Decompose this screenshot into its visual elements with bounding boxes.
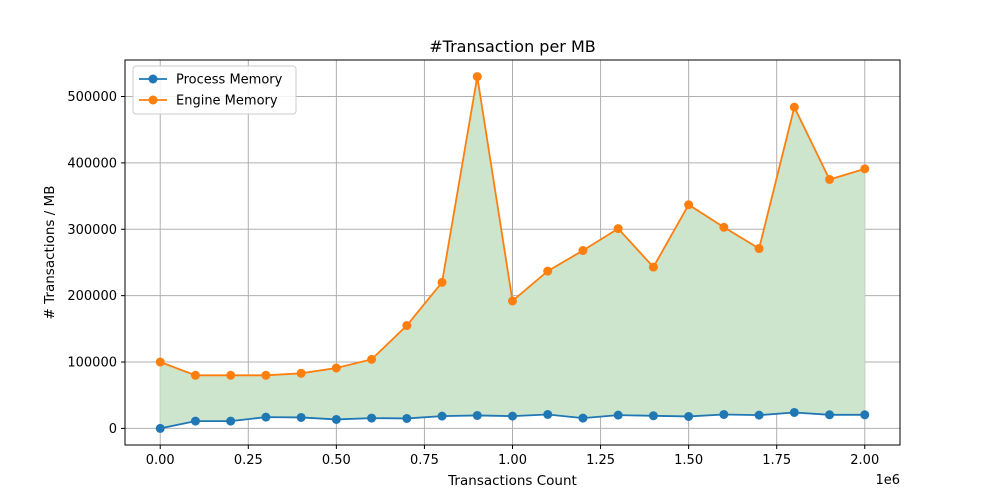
data-point [331,363,341,373]
data-point [155,423,165,433]
data-point [648,411,658,421]
fill-between-area [160,76,865,429]
data-point [190,416,200,426]
y-tick-label: 400000 [67,156,117,171]
data-point [437,411,447,421]
data-point [226,416,236,426]
data-point [789,102,799,112]
legend-marker [148,74,158,84]
data-point [719,409,729,419]
x-tick-label: 0.25 [234,453,263,468]
data-point [578,246,588,256]
data-point [613,224,623,234]
data-point [190,370,200,380]
data-point [261,370,271,380]
data-point [508,296,517,306]
data-point [684,411,694,421]
data-point [825,410,835,420]
x-tick-label: 1.50 [674,453,703,468]
data-point [543,266,553,276]
legend-box [132,65,297,115]
data-point [155,357,165,367]
data-point [754,244,764,254]
y-tick-label: 0 [109,422,117,437]
x-axis-offset-label: 1e6 [875,473,900,488]
data-point [367,413,377,423]
y-tick-label: 100000 [67,356,117,371]
legend-entry: Engine Memory [176,94,278,109]
x-tick-label: 1.00 [498,453,527,468]
data-point [860,164,870,174]
data-point [543,409,553,419]
y-tick-label: 200000 [67,289,117,304]
data-point [402,413,412,423]
data-point [296,368,306,378]
data-point [472,72,482,82]
data-point [402,321,412,331]
legend-marker [148,95,158,105]
data-point [613,410,623,420]
ticks: 0.00 0.25 0.50 0.75 1.00 1.25 1.50 1.75 2.00 0 100… [67,90,879,468]
x-tick-label: 0.00 [146,453,175,468]
legend: Process Memory Engine Memory [132,65,297,115]
data-point [789,407,799,417]
y-tick-label: 300000 [67,223,117,238]
legend-entry: Process Memory [176,73,283,88]
x-axis-label: Transactions Count [447,473,577,489]
data-point [472,410,482,420]
x-tick-label: 2.00 [850,453,879,468]
y-tick-label: 500000 [67,90,117,105]
data-point [261,412,271,422]
data-point [508,411,517,421]
data-point [825,174,835,184]
x-tick-label: 1.25 [586,453,615,468]
data-point [719,222,729,232]
chart-title: #Transaction per MB [429,37,595,56]
y-axis-label: # Transactions / MB [42,186,58,320]
data-point [648,262,658,272]
data-point [296,412,306,422]
data-point [754,410,764,420]
data-point [367,354,377,364]
x-tick-label: 0.50 [322,453,351,468]
data-point [437,277,447,287]
series-layer [155,72,870,433]
data-point [226,370,236,380]
x-tick-label: 1.75 [762,453,791,468]
data-point [578,413,588,423]
data-point [331,414,341,424]
data-point [684,200,694,210]
x-tick-label: 0.75 [410,453,439,468]
data-point [860,410,870,420]
